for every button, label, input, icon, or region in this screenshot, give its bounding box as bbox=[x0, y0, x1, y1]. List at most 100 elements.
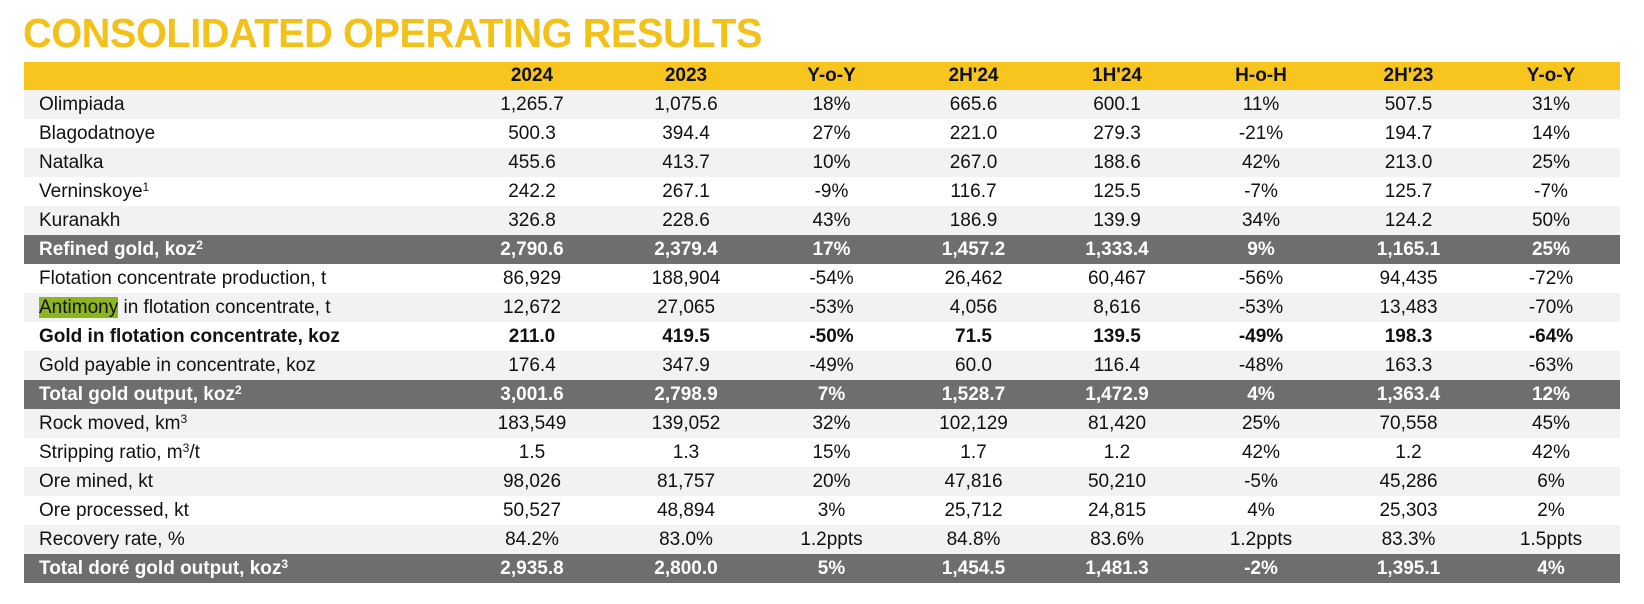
cell-1h-24: 125.5 bbox=[1047, 177, 1187, 206]
cell-h-o-h: -7% bbox=[1187, 177, 1335, 206]
row-label: Total gold output, koz2 bbox=[24, 380, 455, 409]
cell-1h-24: 60,467 bbox=[1047, 264, 1187, 293]
cell-h-o-h: 4% bbox=[1187, 380, 1335, 409]
cell-2024: 183,549 bbox=[455, 409, 609, 438]
cell-2h-23: 1.2 bbox=[1335, 438, 1482, 467]
row-label: Recovery rate, % bbox=[24, 525, 455, 554]
column-header: 2H'24 bbox=[900, 62, 1047, 90]
table-row: Verninskoye1 242.2 267.1 -9% 116.7 125.5 -7% 12… bbox=[24, 177, 1620, 206]
column-header: 2024 bbox=[455, 62, 609, 90]
label-suffix: /t bbox=[189, 441, 200, 463]
row-label-text: Olimpiada bbox=[39, 93, 125, 115]
cell-y-o-y: -63% bbox=[1482, 351, 1620, 380]
cell-2024: 242.2 bbox=[455, 177, 609, 206]
cell-1h-24: 24,815 bbox=[1047, 496, 1187, 525]
cell-y-o-y: 20% bbox=[763, 467, 900, 496]
table-row: Rock moved, km3 183,549 139,052 32% 102,129 8… bbox=[24, 409, 1620, 438]
row-label-text: Gold in flotation concentrate, koz bbox=[39, 325, 340, 347]
cell-y-o-y: 25% bbox=[1482, 148, 1620, 177]
cell-2024: 1.5 bbox=[455, 438, 609, 467]
cell-2h-23: 70,558 bbox=[1335, 409, 1482, 438]
cell-2024: 2,935.8 bbox=[455, 554, 609, 583]
table-row: Antimony in flotation concentrate, t 12,6… bbox=[24, 293, 1620, 322]
cell-h-o-h: 42% bbox=[1187, 148, 1335, 177]
cell-2024: 3,001.6 bbox=[455, 380, 609, 409]
table-row: Olimpiada 1,265.7 1,075.6 18% 665.6 600.1 11% 5… bbox=[24, 90, 1620, 119]
cell-y-o-y: -72% bbox=[1482, 264, 1620, 293]
row-label: Ore processed, kt bbox=[24, 496, 455, 525]
cell-2023: 139,052 bbox=[609, 409, 763, 438]
cell-1h-24: 81,420 bbox=[1047, 409, 1187, 438]
cell-2h-23: 1,165.1 bbox=[1335, 235, 1482, 264]
cell-2023: 2,798.9 bbox=[609, 380, 763, 409]
row-label: Blagodatnoye bbox=[24, 119, 455, 148]
total-row: Total doré gold output, koz3 2,935.8 2,800… bbox=[24, 554, 1620, 583]
cell-2024: 176.4 bbox=[455, 351, 609, 380]
cell-y-o-y: 4% bbox=[1482, 554, 1620, 583]
row-label-text: Kuranakh bbox=[39, 209, 121, 231]
column-header: 1H'24 bbox=[1047, 62, 1187, 90]
cell-y-o-y: 1.5ppts bbox=[1482, 525, 1620, 554]
cell-y-o-y: 7% bbox=[763, 380, 900, 409]
cell-2h-23: 213.0 bbox=[1335, 148, 1482, 177]
cell-1h-24: 1,481.3 bbox=[1047, 554, 1187, 583]
cell-y-o-y: -64% bbox=[1482, 322, 1620, 351]
total-row: Total gold output, koz2 3,001.6 2,798.9 7% 1… bbox=[24, 380, 1620, 409]
cell-y-o-y: 3% bbox=[763, 496, 900, 525]
cell-2024: 211.0 bbox=[455, 322, 609, 351]
cell-1h-24: 1.2 bbox=[1047, 438, 1187, 467]
cell-2h-24: 186.9 bbox=[900, 206, 1047, 235]
row-label-text: Ore processed, kt bbox=[39, 499, 189, 521]
column-header: Y-o-Y bbox=[1482, 62, 1620, 90]
cell-2h-24: 71.5 bbox=[900, 322, 1047, 351]
row-label-text: Rock moved, km bbox=[39, 412, 181, 434]
table-row: Stripping ratio, m3/t 1.5 1.3 15% 1.7 1.2 42% 1… bbox=[24, 438, 1620, 467]
cell-y-o-y: -50% bbox=[763, 322, 900, 351]
cell-1h-24: 139.5 bbox=[1047, 322, 1187, 351]
row-label: Gold payable in concentrate, koz bbox=[24, 351, 455, 380]
cell-2024: 98,026 bbox=[455, 467, 609, 496]
row-label: Antimony in flotation concentrate, t bbox=[24, 293, 455, 322]
cell-y-o-y: 27% bbox=[763, 119, 900, 148]
row-label-text: Natalka bbox=[39, 151, 104, 173]
row-label-text: Ore mined, kt bbox=[39, 470, 154, 492]
cell-2024: 50,527 bbox=[455, 496, 609, 525]
column-header: Y-o-Y bbox=[763, 62, 900, 90]
column-header bbox=[24, 62, 455, 90]
cell-2024: 326.8 bbox=[455, 206, 609, 235]
cell-2024: 1,265.7 bbox=[455, 90, 609, 119]
cell-y-o-y: -7% bbox=[1482, 177, 1620, 206]
cell-2023: 267.1 bbox=[609, 177, 763, 206]
cell-y-o-y: 15% bbox=[763, 438, 900, 467]
cell-2h-24: 665.6 bbox=[900, 90, 1047, 119]
cell-y-o-y: 42% bbox=[1482, 438, 1620, 467]
row-label-text: in flotation concentrate, t bbox=[118, 296, 331, 318]
cell-2023: 2,379.4 bbox=[609, 235, 763, 264]
cell-h-o-h: 4% bbox=[1187, 496, 1335, 525]
row-label-text: Recovery rate, % bbox=[39, 528, 185, 550]
cell-2h-23: 198.3 bbox=[1335, 322, 1482, 351]
row-label: Olimpiada bbox=[24, 90, 455, 119]
cell-2023: 83.0% bbox=[609, 525, 763, 554]
cell-h-o-h: 11% bbox=[1187, 90, 1335, 119]
row-label: Flotation concentrate production, t bbox=[24, 264, 455, 293]
cell-1h-24: 188.6 bbox=[1047, 148, 1187, 177]
cell-2h-23: 25,303 bbox=[1335, 496, 1482, 525]
cell-2h-24: 25,712 bbox=[900, 496, 1047, 525]
cell-y-o-y: 18% bbox=[763, 90, 900, 119]
cell-2024: 86,929 bbox=[455, 264, 609, 293]
cell-2h-24: 1,457.2 bbox=[900, 235, 1047, 264]
cell-2h-24: 47,816 bbox=[900, 467, 1047, 496]
cell-h-o-h: -5% bbox=[1187, 467, 1335, 496]
cell-1h-24: 50,210 bbox=[1047, 467, 1187, 496]
table-row: Ore mined, kt 98,026 81,757 20% 47,816 50,210… bbox=[24, 467, 1620, 496]
cell-2023: 228.6 bbox=[609, 206, 763, 235]
cell-h-o-h: 9% bbox=[1187, 235, 1335, 264]
table-row: Recovery rate, % 84.2% 83.0% 1.2ppts 84.8% 83… bbox=[24, 525, 1620, 554]
cell-2h-23: 125.7 bbox=[1335, 177, 1482, 206]
cell-2023: 48,894 bbox=[609, 496, 763, 525]
cell-2024: 84.2% bbox=[455, 525, 609, 554]
cell-2h-23: 1,395.1 bbox=[1335, 554, 1482, 583]
row-label-text: Blagodatnoye bbox=[39, 122, 156, 144]
footnote-marker: 3 bbox=[182, 440, 190, 455]
